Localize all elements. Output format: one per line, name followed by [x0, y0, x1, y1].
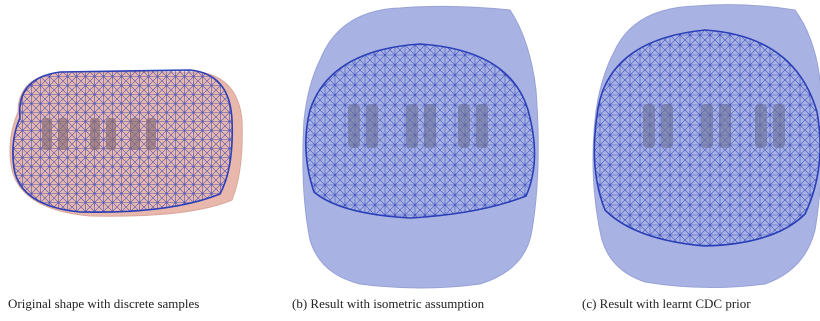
- isometric-result-render: [302, 5, 539, 289]
- caption-original: Original shape with discrete samples: [8, 296, 200, 311]
- original-sample-mesh: [12, 70, 233, 213]
- cdc-mesh: [594, 30, 820, 246]
- panel-isometric: [280, 0, 540, 290]
- caption-isometric: (b) Result with isometric assumption: [292, 296, 485, 311]
- panel-cdc: [565, 0, 820, 290]
- original-shape-render: [9, 69, 243, 217]
- caption-cdc: (c) Result with learnt CDC prior: [582, 296, 751, 311]
- panel-original: [0, 0, 255, 290]
- isometric-mesh: [305, 44, 535, 218]
- cdc-result-render: [592, 4, 820, 289]
